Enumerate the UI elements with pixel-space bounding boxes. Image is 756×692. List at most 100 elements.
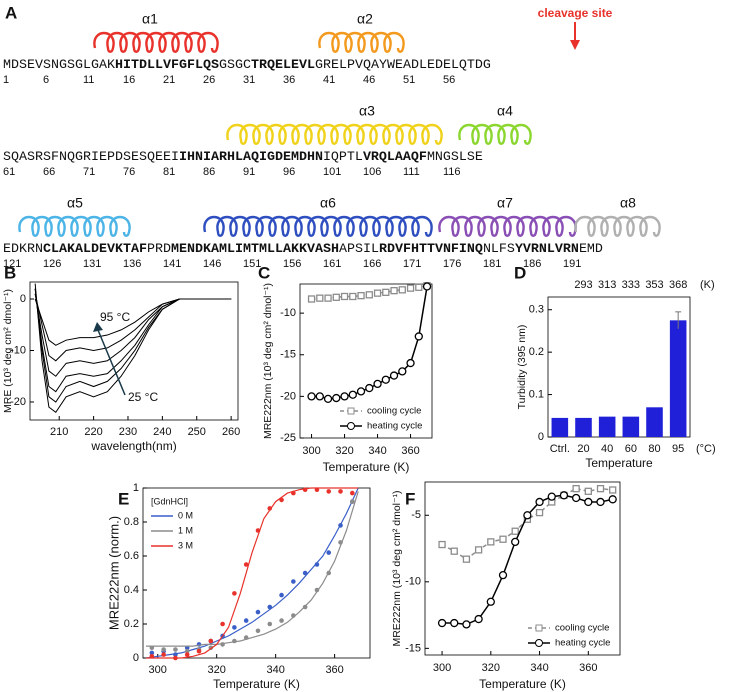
point — [267, 506, 273, 511]
sequence-segment: IQPTL — [323, 150, 363, 165]
marker — [365, 291, 373, 299]
plot-frame — [299, 283, 433, 439]
point — [149, 650, 155, 656]
marker — [323, 394, 333, 404]
marker — [356, 387, 366, 396]
y-tick-label: -10 — [10, 344, 26, 356]
residue-number: 171 — [403, 258, 421, 270]
x-tick-label: 210 — [50, 426, 68, 438]
annotation: 25 °C — [128, 390, 158, 404]
point — [232, 638, 237, 644]
legend-label: heating cycle — [367, 421, 422, 432]
point — [161, 652, 166, 657]
y-tick-label: -25 — [280, 432, 296, 444]
top-label: 353 — [645, 279, 663, 291]
y-tick-label: -10 — [280, 307, 296, 319]
point — [149, 654, 155, 659]
marker — [487, 538, 495, 546]
helix-coil — [226, 123, 443, 145]
marker — [437, 618, 447, 628]
point — [184, 648, 190, 654]
marker — [340, 292, 349, 301]
annotation-arrowhead — [93, 322, 103, 332]
y-axis-label: Turbidity (395 nm) — [516, 325, 528, 410]
helix-label: α2 — [357, 11, 373, 27]
helix-label: α4 — [497, 103, 513, 119]
residue-number: 96 — [283, 166, 295, 178]
residue-number: 31 — [243, 74, 255, 86]
y-axis-label: MRE (10³ deg cm² dmol⁻¹) — [2, 289, 14, 413]
x-tick-label: 340 — [530, 662, 548, 674]
x-tick-label: 40 — [601, 443, 613, 455]
fit-line — [145, 487, 359, 659]
residue-number: 126 — [43, 258, 61, 270]
point — [173, 655, 178, 661]
helix-label: α8 — [620, 195, 636, 211]
residue-number: 61 — [3, 166, 15, 178]
helix-coil — [18, 215, 131, 237]
top-unit: (K) — [700, 279, 715, 291]
marker — [438, 540, 446, 549]
helix-coil — [203, 215, 433, 237]
marker — [559, 491, 569, 500]
marker — [584, 497, 593, 507]
point — [255, 528, 261, 533]
sequence-segment: GRELPVQAYWEADLEDELQTDG — [315, 58, 491, 73]
sequence-segment: SQASRSFNQGRIEPDSESQEEI — [3, 150, 179, 165]
marker — [608, 495, 617, 504]
point — [243, 562, 249, 567]
legend-label: 0 M — [178, 510, 193, 520]
marker — [499, 535, 507, 543]
residue-number: 6 — [43, 74, 49, 86]
residue-number: 181 — [483, 258, 501, 270]
point — [279, 497, 284, 503]
sequence-segment: MNGSLSE — [427, 150, 483, 165]
plot-frame — [142, 487, 371, 659]
sequence-segment: GSGC — [219, 58, 251, 73]
y-tick-label: 0 — [538, 431, 544, 443]
point — [350, 499, 355, 504]
sequence-segment: VRQLAAQF — [363, 150, 427, 165]
point — [326, 489, 332, 494]
residue-number: 1 — [3, 74, 9, 86]
x-tick-label: 260 — [222, 426, 240, 438]
y-axis-label: MRE222nm (10³ deg cm² dmol⁻¹) — [262, 283, 274, 439]
residue-number: 156 — [283, 258, 301, 270]
residue-number: 11 — [83, 74, 94, 86]
y-tick-label: -15 — [405, 642, 421, 654]
bar — [575, 417, 592, 437]
y-tick-label: 0.2 — [529, 346, 544, 358]
helix-coil — [574, 215, 661, 237]
marker — [389, 371, 399, 380]
point — [326, 570, 332, 576]
point — [338, 540, 343, 545]
y-tick-label: 0.2 — [124, 618, 139, 630]
legend-title: [GdnHCl] — [151, 496, 188, 506]
x-tick-label: 300 — [433, 662, 451, 674]
residue-number: 186 — [523, 258, 541, 270]
marker — [390, 287, 398, 295]
sequence-segment: YVRNLVRN — [515, 242, 579, 257]
point — [220, 621, 225, 627]
marker — [450, 618, 459, 628]
point — [173, 647, 178, 652]
x-unit: (°C) — [696, 443, 716, 455]
marker — [307, 295, 316, 303]
x-axis-label: Temperature (K) — [479, 677, 566, 691]
x-tick-label: Ctrl. — [550, 443, 570, 455]
residue-number: 116 — [443, 166, 461, 178]
marker — [373, 379, 382, 389]
panel-label: C — [258, 263, 270, 282]
x-tick-label: 20 — [577, 443, 589, 455]
point — [196, 648, 202, 654]
marker — [486, 597, 495, 606]
y-tick-label: 0.1 — [529, 388, 544, 400]
sequence-segment: PRD — [147, 242, 171, 257]
series-line — [34, 288, 232, 393]
residue-number: 161 — [323, 258, 341, 270]
x-tick-label: 240 — [153, 426, 171, 438]
legend-marker — [535, 639, 543, 647]
y-tick-label: 1 — [133, 482, 139, 494]
y-tick-label: 0.3 — [529, 304, 544, 316]
point — [302, 570, 308, 576]
